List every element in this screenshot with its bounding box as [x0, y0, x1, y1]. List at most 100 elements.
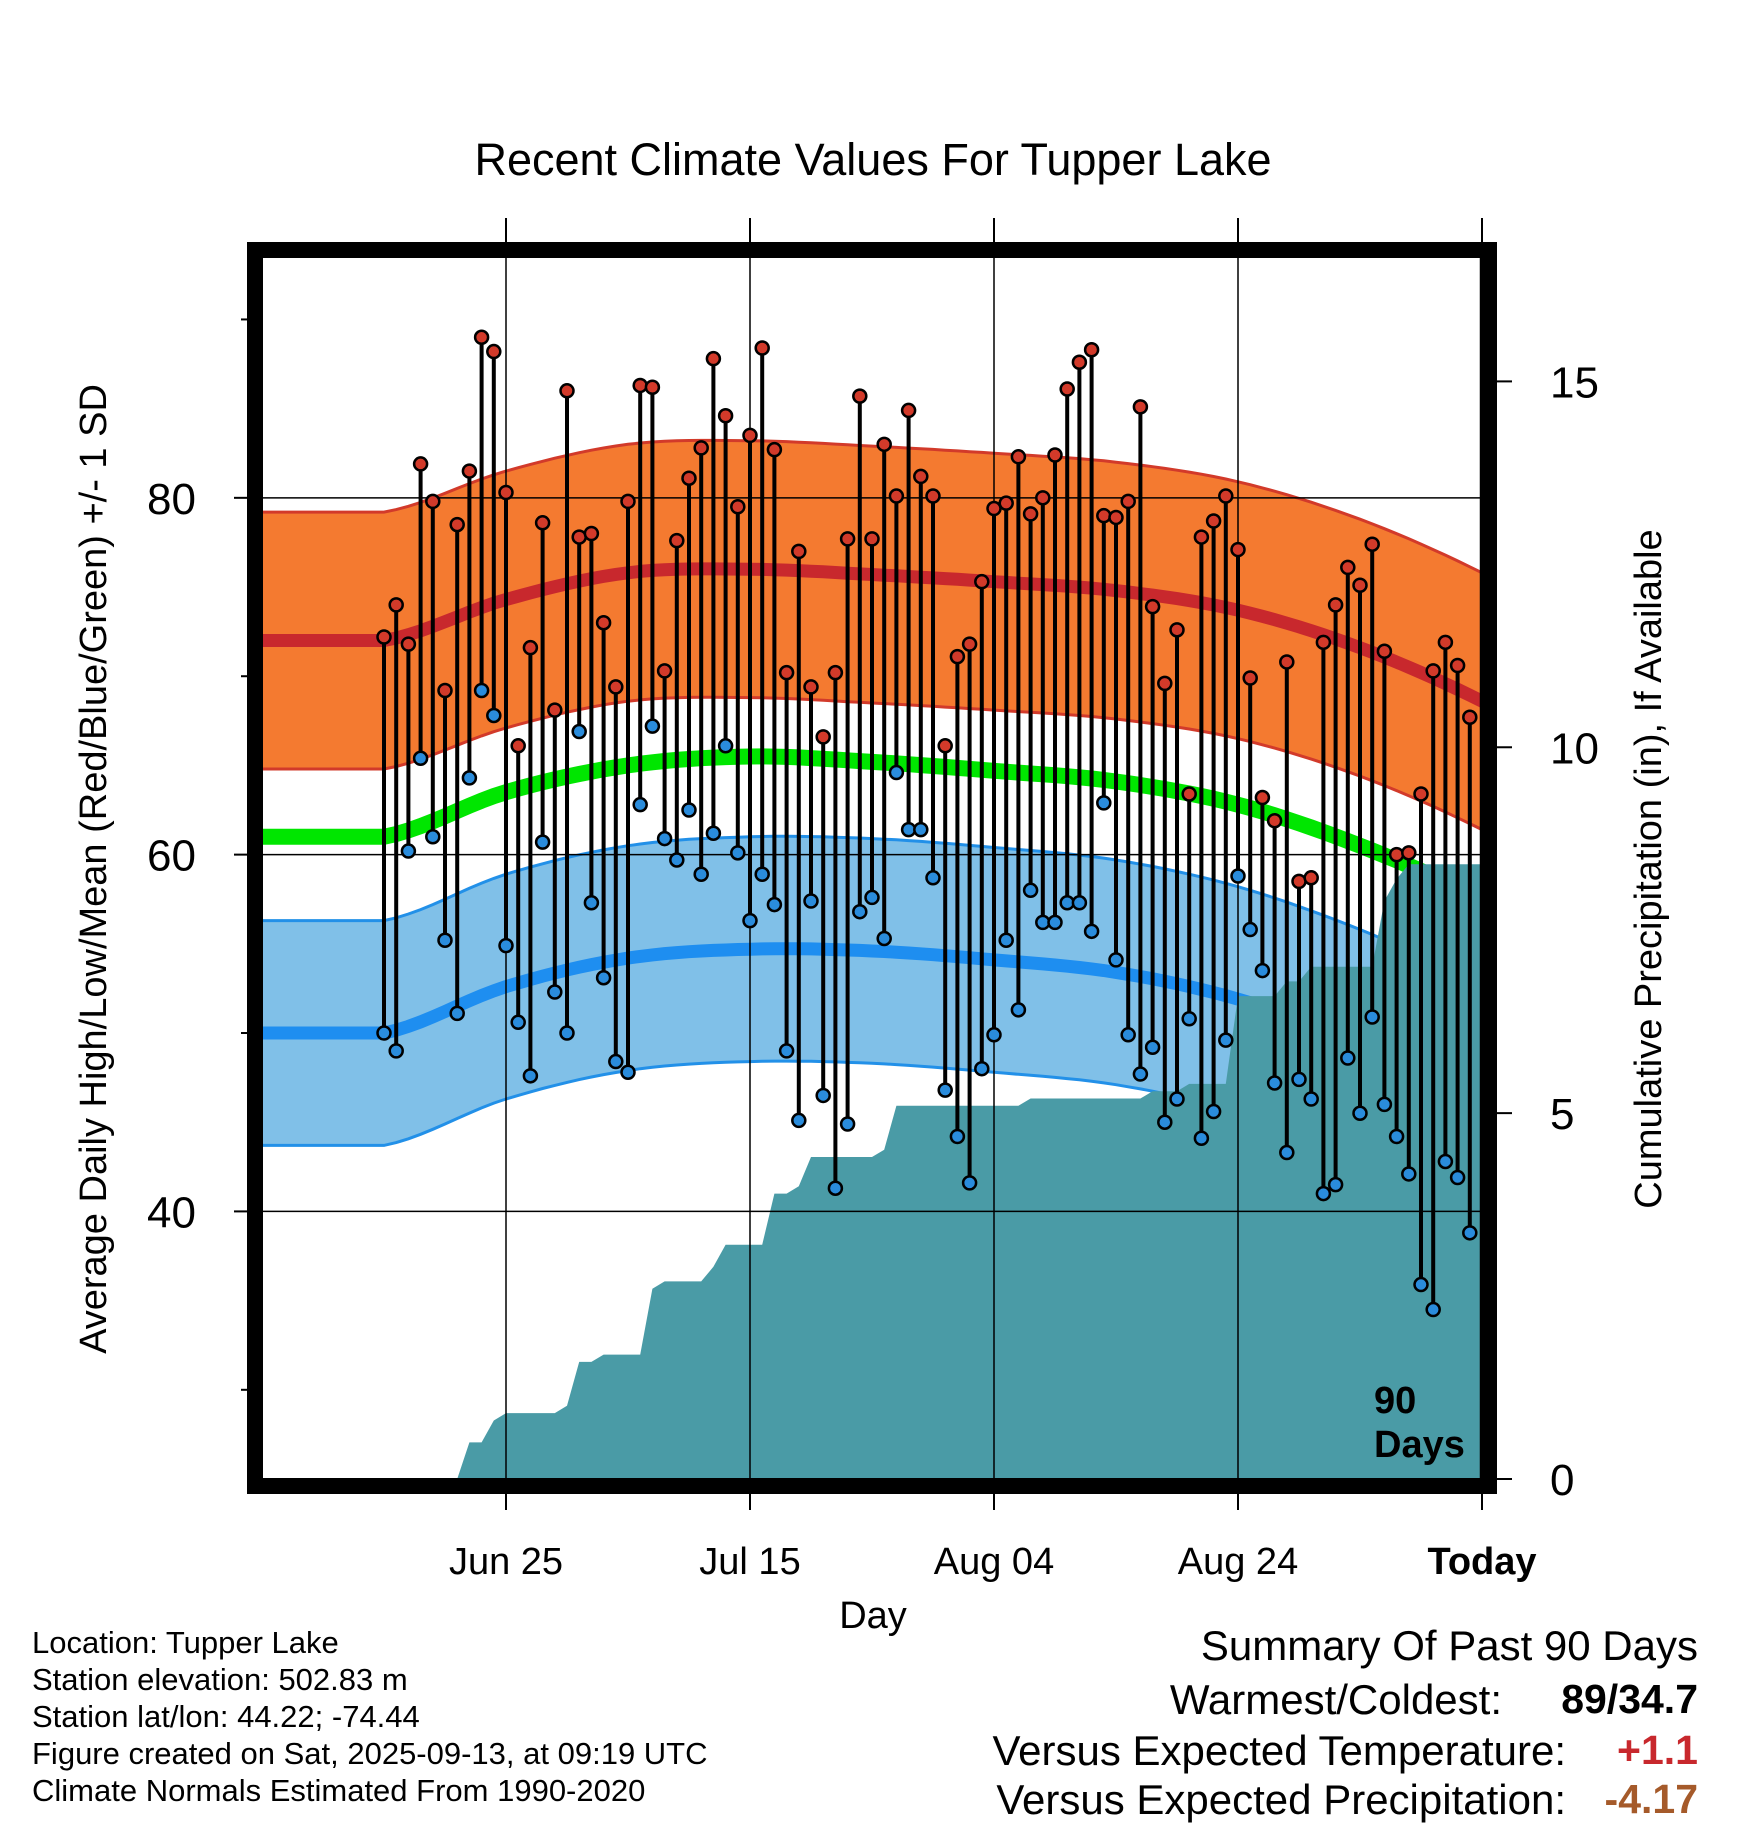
daily-low-point — [864, 889, 880, 906]
daily-low-point — [1205, 1103, 1222, 1120]
daily-high-point — [1132, 399, 1149, 415]
daily-high-point — [1254, 789, 1271, 806]
daily-high-point — [388, 597, 404, 613]
daily-low-point — [376, 1025, 392, 1041]
daily-low-point — [1096, 795, 1112, 811]
daily-high-point — [632, 377, 648, 394]
y2-tick-label-10: 10 — [1550, 724, 1599, 773]
daily-high-point — [1144, 598, 1161, 615]
daily-high-point — [1242, 670, 1258, 686]
daily-high-point — [876, 436, 892, 453]
plot-frame — [247, 242, 1497, 1494]
daily-high-point — [1193, 529, 1210, 545]
high-band-upper-edge — [262, 438, 1482, 575]
daily-high-point — [547, 702, 563, 718]
daily-low-point — [1071, 895, 1088, 911]
daily-low-point — [730, 845, 746, 861]
daily-low-point — [583, 895, 600, 911]
daily-high-point — [595, 614, 612, 631]
daily-high-point — [522, 639, 539, 656]
daily-high-point — [913, 468, 929, 485]
info-latlon: Station lat/lon: 44.22; -74.44 — [32, 1699, 420, 1734]
daily-low-point — [1181, 1010, 1197, 1027]
daily-high-point — [425, 493, 441, 510]
daily-low-point — [437, 932, 453, 948]
y-tick-label-40: 40 — [147, 1188, 196, 1237]
daily-high-point — [583, 525, 600, 542]
daily-low-point — [1352, 1105, 1368, 1122]
daily-high-point — [888, 488, 905, 504]
daily-low-point — [1462, 1225, 1478, 1241]
summary-warm-cold-label: Warmest/Coldest: — [1169, 1676, 1502, 1723]
daily-high-point — [1279, 654, 1295, 670]
daily-high-point — [376, 629, 392, 645]
daily-high-point — [1059, 381, 1075, 397]
daily-high-point — [1181, 786, 1197, 802]
daily-high-point — [461, 463, 478, 479]
daily-low-point — [412, 750, 429, 767]
daily-high-point — [1352, 577, 1368, 593]
daily-high-point — [1303, 870, 1319, 886]
summary-temp-label: Versus Expected Temperature: — [992, 1727, 1566, 1774]
daily-high-point — [510, 738, 526, 754]
daily-high-point — [1437, 634, 1454, 651]
daily-low-point — [656, 830, 673, 847]
daily-low-point — [1303, 1091, 1319, 1107]
precip-area — [384, 864, 1482, 1479]
daily-low-point — [876, 930, 892, 947]
daily-high-point — [1169, 622, 1185, 638]
daily-low-point — [1340, 1050, 1356, 1066]
today-days-number: 90 — [1374, 1380, 1416, 1422]
daily-high-point — [839, 531, 856, 547]
daily-high-point — [1047, 447, 1063, 463]
daily-high-point — [486, 343, 502, 360]
daily-high-point — [656, 663, 673, 679]
y-axis-label: Average Daily High/Low/Mean (Red/Blue/Gr… — [73, 384, 115, 1354]
daily-low-point — [1108, 952, 1124, 968]
daily-high-point — [400, 636, 417, 652]
station-info: Location: Tupper Lake Station elevation:… — [32, 1624, 708, 1809]
daily-low-point — [925, 870, 941, 886]
daily-high-point — [791, 543, 807, 560]
daily-high-point — [449, 516, 465, 533]
daily-high-point — [534, 515, 551, 531]
daily-low-point — [522, 1068, 539, 1084]
summary-heading: Summary Of Past 90 Days — [1200, 1622, 1698, 1669]
daily-low-point — [1022, 882, 1039, 899]
summary-precip-label: Versus Expected Precipitation: — [996, 1776, 1566, 1823]
daily-low-point — [1401, 1166, 1417, 1182]
daily-high-point — [1413, 786, 1429, 802]
daily-high-point — [1157, 675, 1173, 692]
daily-low-point — [1242, 921, 1258, 938]
info-location: Location: Tupper Lake — [32, 1625, 339, 1660]
daily-low-point — [1144, 1039, 1161, 1056]
daily-high-point — [669, 532, 685, 549]
daily-high-point — [1462, 709, 1478, 726]
daily-high-point — [937, 738, 953, 754]
daily-high-point — [730, 499, 746, 515]
daily-low-point — [1169, 1091, 1185, 1107]
daily-low-point — [1254, 962, 1271, 979]
daily-high-point — [1083, 342, 1100, 358]
daily-low-point — [1364, 1009, 1380, 1025]
daily-high-point — [1218, 488, 1234, 504]
daily-low-point — [1047, 914, 1063, 931]
daily-high-point — [693, 440, 709, 456]
daily-low-point — [1266, 1075, 1283, 1091]
daily-low-point — [425, 829, 441, 845]
daily-high-point — [766, 441, 783, 458]
daily-high-point — [1425, 663, 1441, 679]
daily-high-point — [1022, 506, 1039, 522]
daily-high-point — [473, 329, 490, 346]
daily-high-point — [620, 493, 636, 510]
daily-low-point — [1083, 923, 1100, 940]
daily-high-point — [900, 402, 917, 419]
daily-low-point — [754, 866, 770, 882]
daily-low-point — [1327, 1176, 1344, 1193]
daily-high-point — [1120, 493, 1136, 510]
info-normals: Climate Normals Estimated From 1990-2020 — [32, 1773, 646, 1808]
daily-low-point — [669, 852, 685, 868]
daily-low-point — [498, 937, 514, 954]
daily-low-point — [486, 707, 502, 724]
